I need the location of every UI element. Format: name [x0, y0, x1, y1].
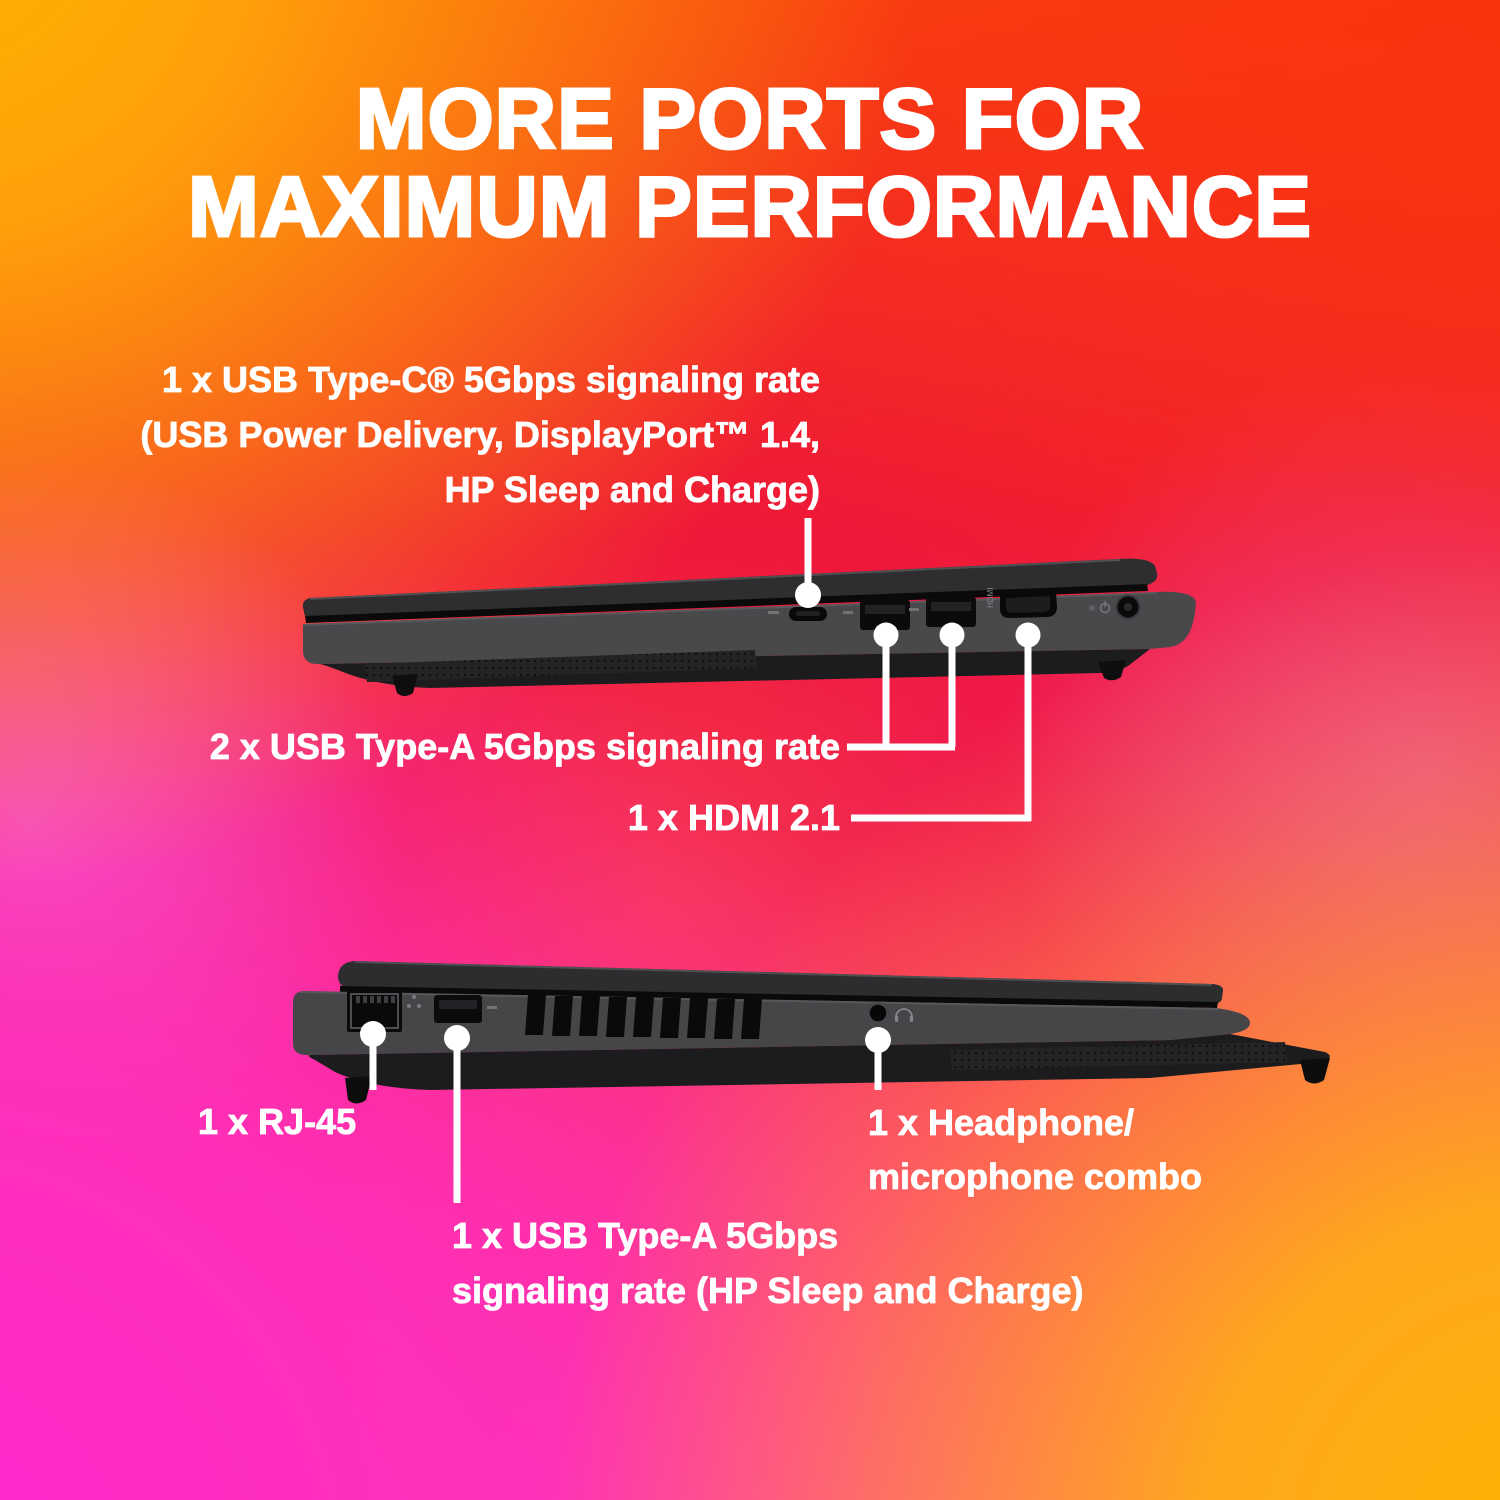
network-icon [417, 1004, 421, 1008]
callout-dot-usb-a [873, 622, 899, 648]
callout-label-rj45: 1 x RJ-45 [198, 1101, 357, 1143]
rj45-pin [391, 996, 395, 1003]
rj45-port [347, 990, 402, 1032]
rubber-foot [345, 1076, 372, 1104]
usb-a-port-tongue [439, 1000, 477, 1009]
usb-a-port-tongue [865, 605, 905, 614]
headphone-jack [868, 1003, 888, 1023]
rubber-foot [1098, 660, 1126, 681]
rj45-pin [356, 996, 360, 1003]
callout-dot-usb-a-bottom [444, 1025, 470, 1051]
callout-label-usb-c-line1: 1 x USB Type-C® 5Gbps signaling rate [161, 359, 821, 401]
callout-dot-rj45 [360, 1021, 386, 1047]
callout-label-usb-c-line3: HP Sleep and Charge) [444, 469, 820, 511]
rubber-foot [1300, 1058, 1330, 1084]
laptop-hinge-gap [305, 584, 1148, 623]
callout-dot-usb-a [939, 622, 965, 648]
usb-marking-icon [909, 608, 919, 611]
usb-c-marking-icon [768, 611, 779, 614]
power-jack-pin [1124, 603, 1132, 611]
power-jack-ring [1115, 594, 1141, 620]
callout-label-usb-a-bottom-line2: signaling rate (HP Sleep and Charge) [452, 1270, 1084, 1312]
usb-marking-icon [487, 1006, 497, 1009]
callout-dot-headphone [865, 1027, 891, 1053]
headphone-icon [895, 1008, 913, 1018]
laptop-lid-highlight [309, 559, 1121, 600]
callout-label-usb-a-bottom-line1: 1 x USB Type-A 5Gbps [452, 1215, 839, 1257]
laptop-hinge-gap [340, 986, 1218, 1008]
laptop-lid-highlight [354, 961, 1213, 986]
vent-grille [525, 995, 762, 1039]
rj45-pin [384, 996, 388, 1003]
network-icon [412, 995, 416, 999]
laptop-lid [302, 558, 1158, 621]
hdmi-port-inner [1006, 596, 1050, 613]
usb-marking-icon [843, 611, 853, 614]
usb-a-port [926, 597, 976, 627]
headphone-jack-ring [867, 1002, 889, 1024]
page-title-line2: MAXIMUM PERFORMANCE [187, 160, 1313, 255]
rj45-pin [370, 996, 374, 1003]
callout-label-usb-c: 1 x USB Type-C® 5Gbps signaling rate (US… [40, 352, 820, 517]
callout-label-headphone-line2: microphone combo [868, 1156, 1203, 1198]
callout-label-usb-a-bottom: 1 x USB Type-A 5Gbps signaling rate (HP … [452, 1208, 1084, 1318]
laptop-top-right-side: HDMI [302, 558, 1196, 696]
page-title-line1: MORE PORTS FOR [354, 72, 1145, 167]
callout-dot-hdmi [1015, 622, 1041, 648]
network-icon [407, 1004, 411, 1008]
callout-lines [360, 518, 1041, 1203]
speaker-mesh-dots [950, 1042, 1287, 1070]
power-led [1089, 605, 1095, 611]
usb-a-port-tongue [931, 602, 971, 611]
callout-label-usb-c-line2: (USB Power Delivery, DisplayPort™ 1.4, [140, 414, 820, 456]
usb-c-port-slot [796, 611, 820, 616]
callout-label-headphone-line1: 1 x Headphone/ [868, 1102, 1135, 1144]
laptop-lid [338, 961, 1224, 1005]
callout-label-headphone: 1 x Headphone/ microphone combo [868, 1096, 1203, 1204]
page-title: MORE PORTS FOR MAXIMUM PERFORMANCE [0, 72, 1500, 255]
rubber-foot [392, 674, 418, 696]
hdmi-marking-label: HDMI [986, 588, 995, 608]
rj45-pin [377, 996, 381, 1003]
rj45-pin [363, 996, 367, 1003]
callout-dot-usb-c [795, 582, 821, 608]
headphone-icon-earcup [909, 1016, 913, 1022]
callout-label-hdmi: 1 x HDMI 2.1 [627, 797, 841, 838]
callout-label-usb-a-top: 2 x USB Type-A 5Gbps signaling rate [209, 726, 840, 767]
headphone-icon-earcup [895, 1016, 899, 1022]
laptop-bottom-left-side [293, 961, 1330, 1104]
speaker-mesh-dots [365, 650, 757, 682]
